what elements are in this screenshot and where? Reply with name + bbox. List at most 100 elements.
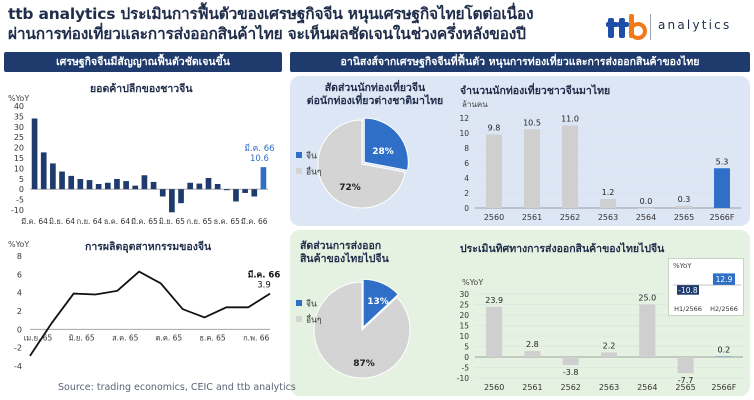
retail-bar bbox=[214, 184, 221, 190]
pie-legend-label: จีน bbox=[306, 299, 317, 310]
industrial-x-tick: ธ.ค. 65 bbox=[199, 333, 226, 342]
retail-bar bbox=[260, 167, 267, 190]
inset-bar-chart: -10.8 H1/2566 12.9 H2/2566 bbox=[673, 273, 741, 313]
tourists-bar bbox=[524, 129, 540, 208]
tourists-data-label: 0.3 bbox=[678, 195, 691, 204]
industrial-y-tick: 6 bbox=[17, 270, 22, 279]
retail-bar bbox=[59, 171, 65, 190]
exports-bar bbox=[562, 357, 579, 365]
tourists-y-tick: 10 bbox=[459, 129, 469, 138]
pie-legend-label: อื่นๆ bbox=[306, 314, 321, 326]
industrial-x-tick: ส.ค. 65 bbox=[112, 333, 139, 342]
retail-y-tick: 15 bbox=[14, 154, 24, 163]
exports-x-tick: 2561 bbox=[522, 383, 542, 392]
retail-y-tick: -10 bbox=[11, 206, 24, 215]
tourists-data-label: 1.2 bbox=[602, 188, 615, 197]
pie-slice-label: 28% bbox=[372, 147, 394, 157]
exports-x-tick: 2563 bbox=[599, 383, 619, 392]
ttb-logo-mark bbox=[606, 14, 647, 40]
retail-y-tick: 40 bbox=[14, 102, 24, 111]
exports-x-tick: 2562 bbox=[561, 383, 581, 392]
exports-y-tick: 25 bbox=[459, 301, 469, 310]
export-pie-title-line-2: สินค้าของไทยไปจีน bbox=[300, 253, 389, 265]
pie-legend-swatch bbox=[296, 152, 302, 158]
retail-y-tick: 25 bbox=[14, 133, 24, 142]
export-share-pie: 13% 87% จีนอื่นๆ bbox=[296, 278, 411, 379]
tourists-y-tick: 2 bbox=[464, 189, 469, 198]
tourists-x-tick: 2561 bbox=[522, 213, 542, 222]
tourists-x-tick: 2564 bbox=[636, 213, 656, 222]
tourists-bar bbox=[562, 125, 578, 208]
exports-data-label: 2.8 bbox=[526, 340, 539, 349]
exports-y-tick: 10 bbox=[459, 332, 469, 341]
industrial-chart-title: การผลิตอุตสาหกรรมของจีน bbox=[85, 241, 212, 253]
tourist-share-pie: 28% 72% จีนอื่นๆ bbox=[296, 117, 409, 209]
retail-chart-title: ยอดค้าปลีกของชาวจีน bbox=[90, 83, 193, 95]
tourist-pie-title-line-1: สัดส่วนนักท่องเที่ยวจีน bbox=[324, 82, 426, 94]
pie-slice-label: 72% bbox=[339, 183, 361, 193]
tourists-data-label: 9.8 bbox=[488, 124, 501, 133]
pie-slice-others bbox=[317, 119, 406, 209]
retail-bar bbox=[123, 181, 129, 190]
industrial-annotation-label: มี.ค. 66 bbox=[248, 270, 281, 281]
retail-bar bbox=[159, 189, 166, 197]
retail-y-tick: 20 bbox=[14, 144, 24, 153]
industrial-y-tick: 2 bbox=[17, 307, 22, 316]
industrial-line bbox=[29, 270, 271, 357]
retail-y-unit: %YoY bbox=[8, 94, 30, 103]
retail-x-tick: มิ.ย. 65 bbox=[159, 217, 185, 226]
exports-bar bbox=[639, 304, 656, 357]
retail-bar bbox=[50, 163, 56, 190]
tourists-data-label: 5.3 bbox=[716, 157, 729, 166]
retail-x-tick: มี.ค. 64 bbox=[21, 217, 48, 226]
retail-bar bbox=[251, 189, 258, 197]
retail-y-tick: 35 bbox=[14, 112, 24, 121]
inset-data-label: -10.8 bbox=[678, 286, 698, 295]
tourists-y-unit: ล้านคน bbox=[462, 100, 488, 109]
exports-x-tick: 2564 bbox=[637, 383, 657, 392]
inset-bar bbox=[713, 273, 735, 285]
retail-bar bbox=[132, 185, 139, 190]
tourists-x-tick: 2566F bbox=[710, 213, 735, 222]
exports-data-label: -7.7 bbox=[678, 376, 694, 385]
pie-slice-label: 87% bbox=[353, 359, 375, 369]
tourists-bar bbox=[714, 168, 730, 208]
exports-x-tick: 2565 bbox=[675, 383, 695, 392]
exports-bar bbox=[600, 352, 618, 357]
left-section-banner: เศรษฐกิจจีนมีสัญญาณฟื้นตัวชัดเจนขึ้น bbox=[4, 52, 282, 72]
retail-x-tick: มี.ค. 66 bbox=[241, 217, 268, 226]
retail-x-tick: มี.ค. 65 bbox=[131, 217, 158, 226]
exports-y-tick: 0 bbox=[464, 353, 469, 362]
pie-slice-others bbox=[313, 281, 411, 379]
export-pie-title: สัดส่วนการส่งออก สินค้าของไทยไปจีน bbox=[300, 240, 420, 266]
retail-x-tick: ธ.ค. 64 bbox=[104, 217, 131, 226]
industrial-production-chart: 8 6 4 2 0 -2 -4 เม.ย. 65 มิ.ย. 65 ส.ค. 65 ต.ค. 65 ธ… bbox=[14, 252, 281, 371]
exports-bar bbox=[486, 306, 503, 357]
pie-slice-china bbox=[363, 117, 409, 171]
export-pie-title-line-1: สัดส่วนการส่งออก bbox=[300, 240, 382, 252]
right-section-banner: อานิสงส์จากเศรษฐกิจจีนที่ฟื้นตัว หนุนการ… bbox=[290, 52, 750, 72]
exports-data-label: 25.0 bbox=[638, 294, 656, 303]
tourists-bar-chart: 12 10 8 6 4 2 0 9.8 2560 10.5 2561 11.0 2562 1.2 2563 0… bbox=[459, 114, 741, 222]
industrial-y-tick: -4 bbox=[14, 362, 22, 371]
inset-bar bbox=[677, 285, 699, 295]
exports-x-tick: 2566F bbox=[711, 383, 736, 392]
inset-x-tick: H2/2566 bbox=[710, 305, 738, 313]
exports-y-unit: %YoY bbox=[462, 278, 484, 287]
tourists-bar bbox=[486, 134, 502, 208]
exports-data-label: -3.8 bbox=[563, 368, 579, 377]
tourists-y-tick: 8 bbox=[464, 144, 469, 153]
headline-line-1: ttb analytics ประเมินการฟื้นตัวของเศรษฐก… bbox=[8, 5, 534, 23]
tourists-y-tick: 4 bbox=[464, 174, 469, 183]
tourist-pie-title: สัดส่วนนักท่องเที่ยวจีน ต่อนักท่องเที่ยว… bbox=[300, 82, 450, 108]
tourists-x-tick: 2563 bbox=[598, 213, 618, 222]
pie-slice-label: 13% bbox=[367, 297, 389, 307]
inset-y-unit: %YoY bbox=[673, 262, 692, 270]
retail-bar bbox=[95, 184, 102, 190]
retail-x-tick: ก.ย. 64 bbox=[77, 217, 103, 226]
exports-data-label: 0.2 bbox=[717, 346, 730, 355]
pie-legend-label: อื่นๆ bbox=[306, 166, 321, 178]
exports-data-label: 2.2 bbox=[603, 341, 616, 350]
tourists-x-tick: 2562 bbox=[560, 213, 580, 222]
retail-bar bbox=[178, 189, 184, 204]
